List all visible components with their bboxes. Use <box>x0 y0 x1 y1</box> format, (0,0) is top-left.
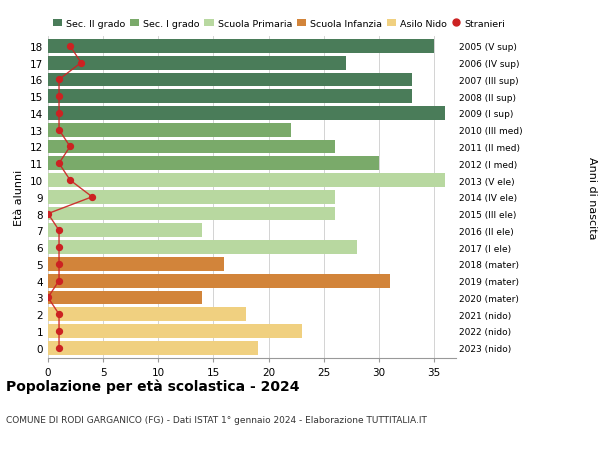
Point <box>76 60 86 67</box>
Point <box>54 77 64 84</box>
Bar <box>48 157 379 171</box>
Text: Anni di nascita: Anni di nascita <box>587 156 597 239</box>
Bar <box>48 291 202 305</box>
Point <box>54 328 64 335</box>
Bar <box>48 123 290 137</box>
Point <box>54 227 64 235</box>
Bar <box>48 274 390 288</box>
Bar <box>48 190 335 204</box>
Point <box>65 177 75 185</box>
Y-axis label: Età alunni: Età alunni <box>14 169 25 225</box>
Bar <box>48 257 224 271</box>
Point <box>54 311 64 318</box>
Text: Popolazione per età scolastica - 2024: Popolazione per età scolastica - 2024 <box>6 379 299 393</box>
Point <box>65 144 75 151</box>
Point <box>54 244 64 251</box>
Point <box>54 127 64 134</box>
Point <box>54 93 64 101</box>
Point <box>54 160 64 168</box>
Legend: Sec. II grado, Sec. I grado, Scuola Primaria, Scuola Infanzia, Asilo Nido, Stran: Sec. II grado, Sec. I grado, Scuola Prim… <box>53 20 505 29</box>
Bar <box>48 140 335 154</box>
Bar <box>48 40 434 54</box>
Bar <box>48 207 335 221</box>
Bar <box>48 56 346 70</box>
Bar <box>48 308 247 321</box>
Bar <box>48 73 412 87</box>
Point <box>54 261 64 268</box>
Bar <box>48 241 357 254</box>
Bar <box>48 90 412 104</box>
Bar <box>48 174 445 187</box>
Point <box>43 210 53 218</box>
Point <box>43 294 53 302</box>
Point <box>54 344 64 352</box>
Point <box>54 277 64 285</box>
Text: COMUNE DI RODI GARGANICO (FG) - Dati ISTAT 1° gennaio 2024 - Elaborazione TUTTIT: COMUNE DI RODI GARGANICO (FG) - Dati IST… <box>6 415 427 425</box>
Bar <box>48 325 302 338</box>
Point <box>88 194 97 201</box>
Bar <box>48 341 257 355</box>
Point <box>65 43 75 50</box>
Bar <box>48 224 202 238</box>
Bar <box>48 107 445 121</box>
Point <box>54 110 64 118</box>
